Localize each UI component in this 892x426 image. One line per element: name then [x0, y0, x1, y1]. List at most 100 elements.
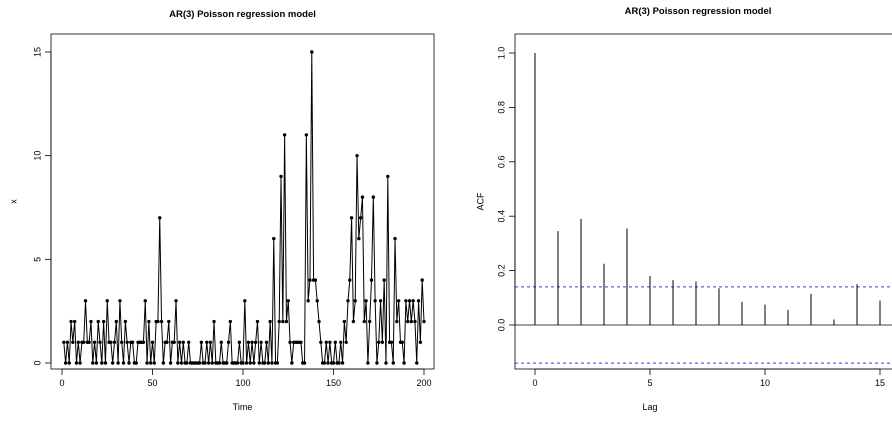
data-point [386, 174, 390, 179]
y-tick-label: 0 [32, 360, 42, 365]
data-point [161, 361, 166, 365]
data-point [406, 319, 410, 324]
data-point [418, 340, 423, 344]
data-point [378, 299, 383, 303]
data-point [62, 340, 66, 344]
x-tick-label: 15 [875, 378, 885, 388]
data-point [416, 299, 421, 303]
data-point [150, 340, 155, 344]
data-point [380, 340, 385, 344]
data-point [333, 340, 338, 344]
x-tick-label: 0 [532, 378, 537, 388]
data-point [226, 340, 231, 344]
data-point [422, 319, 426, 324]
y-tick-label: 0.4 [496, 210, 506, 223]
y-tick-label: 5 [32, 257, 42, 262]
data-point [143, 299, 147, 303]
data-point [282, 133, 287, 137]
data-point [250, 340, 254, 344]
data-point [219, 340, 223, 344]
data-point [310, 50, 314, 54]
data-point [243, 299, 247, 303]
data-point [322, 361, 327, 365]
data-point [244, 361, 249, 365]
data-point [348, 278, 352, 282]
data-point [281, 319, 285, 324]
data-point [337, 361, 341, 365]
data-point [288, 340, 292, 344]
data-point [306, 299, 310, 303]
data-point [393, 236, 397, 241]
data-point [145, 361, 149, 365]
data-point [134, 361, 138, 365]
data-point [121, 361, 126, 365]
data-point [179, 361, 184, 365]
data-point [324, 340, 328, 344]
data-point [290, 361, 294, 365]
data-point [413, 319, 417, 324]
data-point [212, 319, 216, 324]
data-point [176, 361, 180, 365]
data-point [225, 361, 229, 365]
data-point [342, 319, 347, 324]
data-point [112, 340, 117, 344]
data-point [125, 340, 129, 344]
data-point [259, 340, 263, 344]
data-point [141, 340, 146, 344]
data-point [87, 340, 91, 344]
data-point [208, 340, 213, 344]
data-point [69, 319, 73, 324]
acf-panel: AR(3) Poisson regression model 0 5 10 15 Lag 0… [475, 6, 892, 412]
data-point [382, 278, 386, 282]
y-axis-label: x [8, 199, 18, 204]
data-point [391, 361, 395, 365]
data-point [409, 319, 414, 324]
data-point [284, 319, 289, 324]
data-point [67, 361, 71, 365]
data-point [100, 361, 104, 365]
data-point [317, 319, 321, 324]
x-axis-label: Time [233, 402, 253, 412]
data-point [368, 319, 372, 324]
data-point [177, 340, 182, 344]
data-point [63, 361, 68, 365]
data-point [105, 299, 109, 303]
x-tick-label: 50 [147, 378, 157, 388]
data-point [197, 361, 202, 365]
data-point [156, 319, 160, 324]
data-point [313, 278, 318, 282]
data-point [159, 319, 164, 324]
data-point [185, 361, 189, 365]
y-tick-label: 0.8 [496, 101, 506, 114]
data-point [72, 319, 77, 324]
data-point [237, 340, 242, 344]
x-tick-label: 150 [326, 378, 341, 388]
data-point [76, 340, 80, 344]
chart-title: AR(3) Poisson regression model [169, 9, 316, 20]
data-point [400, 340, 404, 344]
data-point [349, 216, 354, 220]
data-point [357, 236, 361, 241]
y-tick-label: 10 [32, 151, 42, 161]
data-point [91, 361, 95, 365]
data-point [257, 361, 261, 365]
data-point [355, 153, 359, 158]
data-point [252, 361, 256, 365]
data-point [268, 319, 272, 324]
y-tick-label: 1.0 [496, 47, 506, 60]
data-point [319, 340, 323, 344]
x-tick-label: 100 [235, 378, 250, 388]
data-point [366, 361, 370, 365]
data-point [364, 299, 368, 303]
data-point [120, 340, 124, 344]
x-tick-label: 10 [760, 378, 770, 388]
y-tick-label: 0.6 [496, 156, 506, 169]
data-point [373, 299, 377, 303]
data-point [217, 361, 222, 365]
data-point [199, 340, 204, 344]
data-point [263, 361, 267, 365]
data-point [110, 361, 115, 365]
data-point [402, 361, 406, 365]
series-line [63, 51, 425, 364]
